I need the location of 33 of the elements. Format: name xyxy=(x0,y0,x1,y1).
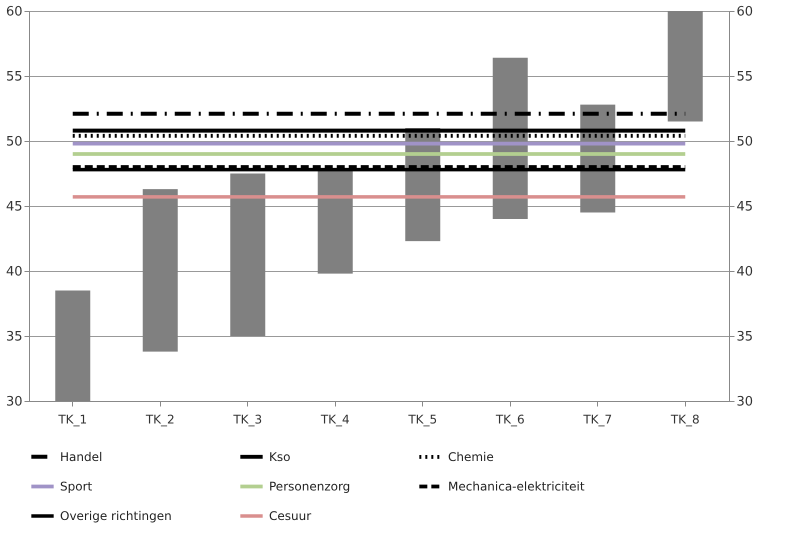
y2-tick-label: 35 xyxy=(736,330,754,344)
x-tick-label: TK_3 xyxy=(232,412,262,426)
y-tick-label: 55 xyxy=(6,70,22,84)
y2-tick-label: 45 xyxy=(736,200,754,214)
legend-label: Chemie xyxy=(448,450,494,464)
legend-label: Kso xyxy=(269,450,290,464)
y-tick-label: 35 xyxy=(6,330,22,344)
y2-tick-label: 40 xyxy=(736,264,754,280)
y-tick-label: 30 xyxy=(6,394,22,410)
legend-label: Cesuur xyxy=(269,509,312,523)
y2-tick-label: 50 xyxy=(736,134,754,150)
bar xyxy=(668,11,703,122)
x-tick-label: TK_4 xyxy=(320,412,350,426)
x-tick-label: TK_5 xyxy=(407,412,438,426)
y-tick-label: 40 xyxy=(6,264,22,280)
x-tick-label: TK_6 xyxy=(494,412,525,426)
y2-tick-label: 60 xyxy=(736,4,754,20)
legend-label: Personenzorg xyxy=(269,480,350,494)
legend-label: Mechanica-elektriciteit xyxy=(448,480,585,494)
legend-label: Overige richtingen xyxy=(60,509,172,523)
x-tick-label: TK_8 xyxy=(670,412,700,426)
y-tick-label: 50 xyxy=(6,134,22,150)
y-tick-label: 60 xyxy=(6,4,22,20)
legend-label: Sport xyxy=(60,480,93,494)
y2-tick-label: 30 xyxy=(736,394,754,410)
legend-label: Handel xyxy=(60,450,102,464)
y2-tick-label: 55 xyxy=(736,70,754,84)
y-tick-label: 45 xyxy=(6,200,22,214)
bar xyxy=(230,174,266,336)
x-tick-label: TK_2 xyxy=(144,412,175,426)
bar xyxy=(142,189,178,352)
x-tick-label: TK_7 xyxy=(582,412,612,426)
x-tick-label: TK_1 xyxy=(57,412,88,426)
